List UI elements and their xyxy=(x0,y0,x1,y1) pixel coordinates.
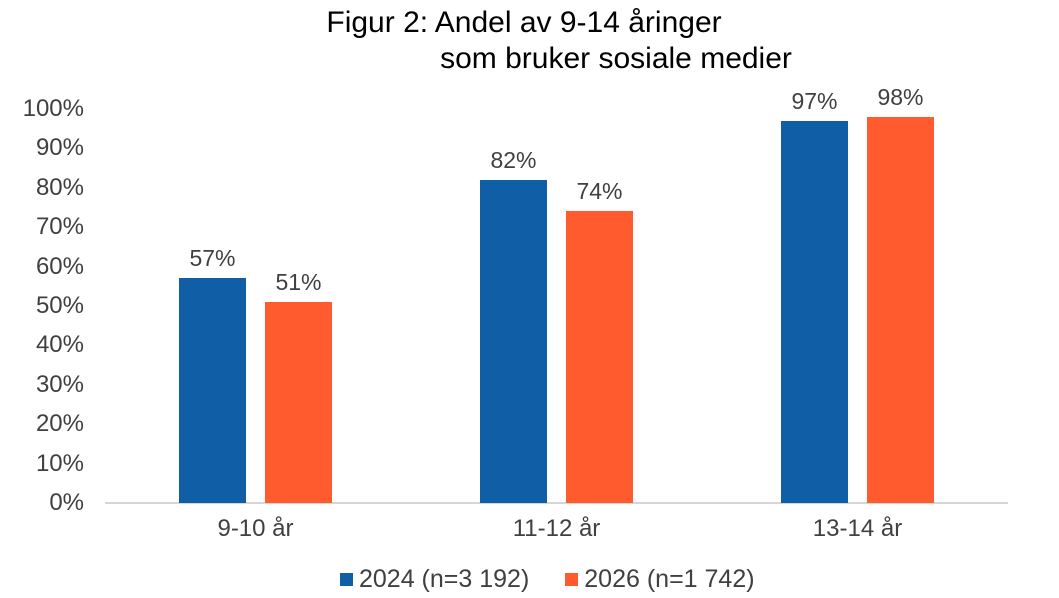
bar-value-label: 82% xyxy=(490,146,537,173)
chart-legend: 2024 (n=3 192) 2026 (n=1 742) xyxy=(340,563,755,595)
x-axis-line xyxy=(105,502,1008,504)
bar-value-label: 74% xyxy=(576,178,623,205)
bar-2024-9-10 år xyxy=(179,278,246,503)
x-category-label: 13-14 år xyxy=(812,515,903,542)
y-tick-label: 10% xyxy=(35,449,84,477)
bar-2026-9-10 år xyxy=(265,302,332,503)
y-tick-label: 90% xyxy=(35,134,84,162)
legend-label: 2024 (n=3 192) xyxy=(359,565,530,593)
y-tick-label: 20% xyxy=(35,410,84,438)
bar-value-label: 97% xyxy=(791,87,838,114)
x-category-label: 9-10 år xyxy=(217,515,294,542)
y-tick-label: 70% xyxy=(35,213,84,241)
y-tick-label: 80% xyxy=(35,173,84,201)
bar-2026-13-14 år xyxy=(867,116,934,503)
legend-item: 2024 (n=3 192) xyxy=(340,563,529,595)
y-tick-label: 40% xyxy=(35,331,84,359)
bar-value-label: 51% xyxy=(275,269,322,296)
bar-value-label: 98% xyxy=(877,83,924,110)
legend-swatch-icon xyxy=(565,572,579,586)
y-tick-label: 0% xyxy=(49,489,84,516)
x-category-label: 11-12 år xyxy=(512,515,601,542)
bar-2024-11-12 år xyxy=(480,179,547,503)
chart-title-line2: som bruker sosiale medier xyxy=(440,42,792,75)
y-tick-label: 60% xyxy=(35,252,84,280)
y-tick-label: 50% xyxy=(35,292,84,319)
legend-item: 2026 (n=1 742) xyxy=(565,563,755,595)
bar-value-label: 57% xyxy=(189,245,236,272)
legend-label: 2026 (n=1 742) xyxy=(584,565,755,593)
bar-2024-13-14 år xyxy=(781,120,848,503)
bar-2026-11-12 år xyxy=(566,211,633,503)
y-tick-label: 30% xyxy=(35,370,84,398)
y-tick-label: 100% xyxy=(22,95,84,122)
legend-swatch-icon xyxy=(340,572,353,586)
chart-title-line1: Figur 2: Andel av 9-14 åringer xyxy=(326,6,722,39)
